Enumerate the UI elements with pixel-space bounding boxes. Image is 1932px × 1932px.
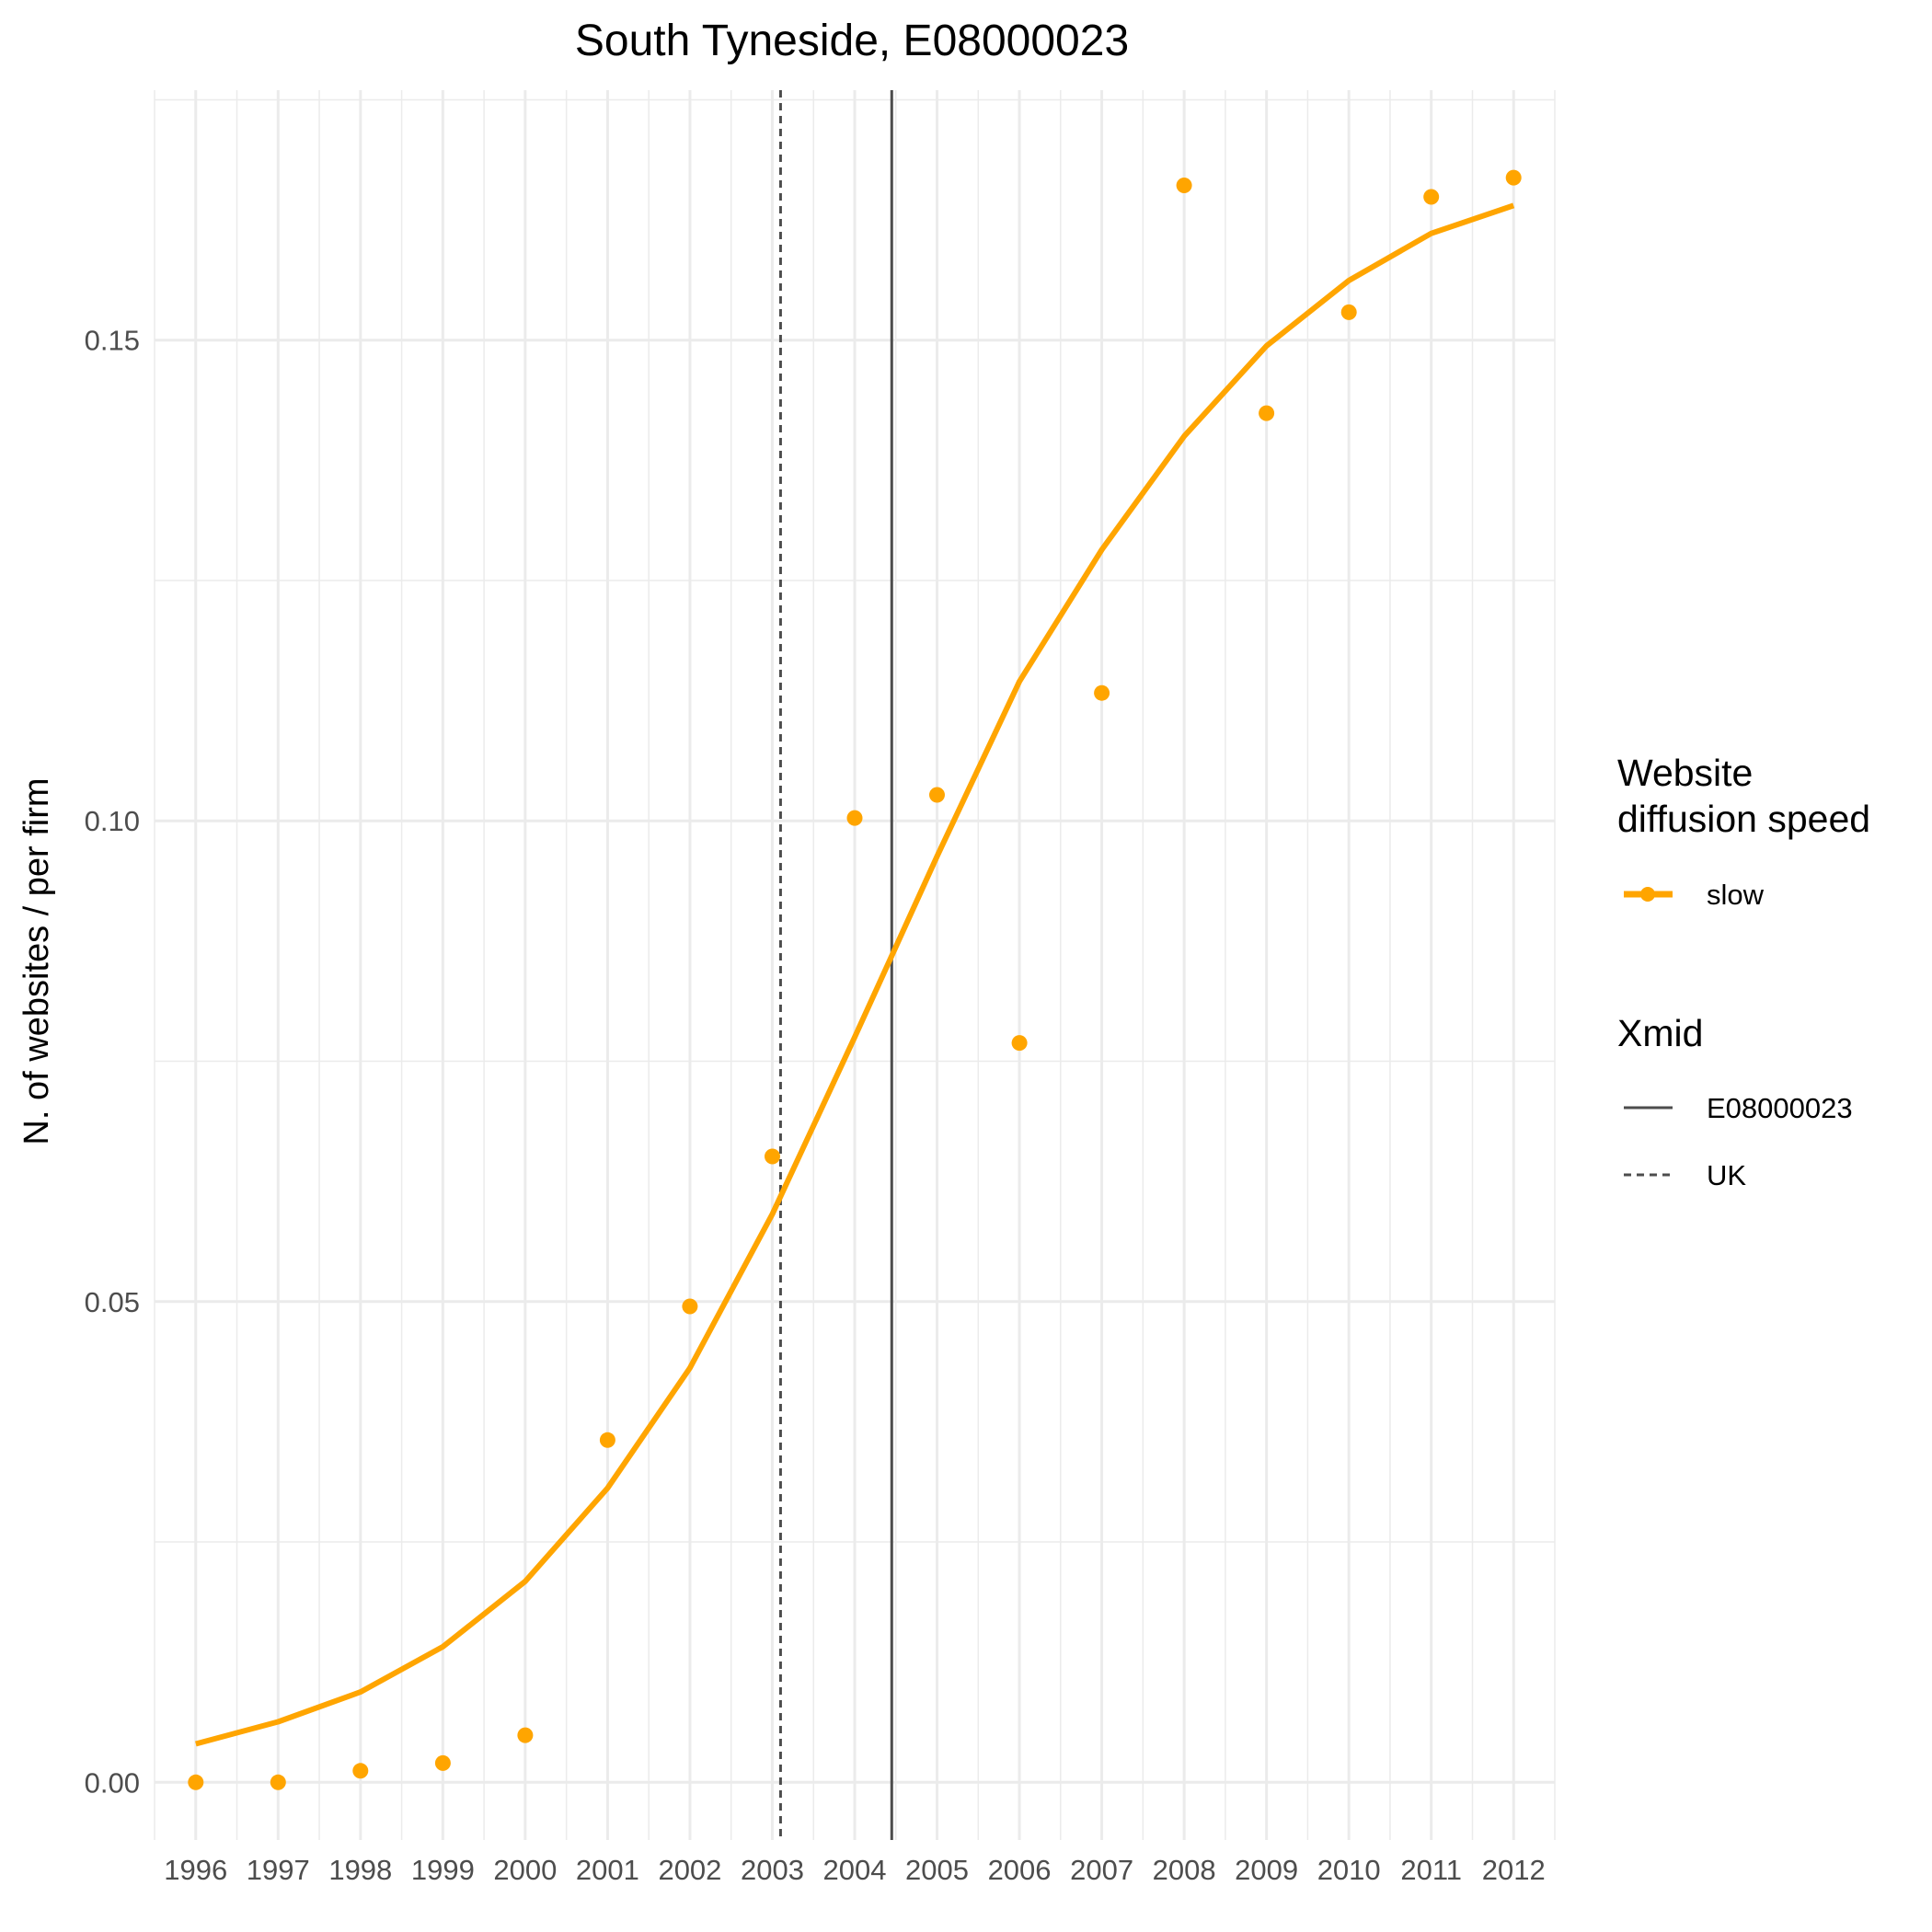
x-tick-label: 1998: [328, 1854, 392, 1886]
x-tick-label: 1996: [164, 1854, 227, 1886]
legend-xmid: Xmid E08000023 UK: [1617, 1012, 1853, 1191]
y-tick-label: 0.00: [85, 1766, 140, 1799]
data-point: [352, 1763, 369, 1779]
y-tick-label: 0.15: [85, 325, 140, 357]
fit-line-slow: [195, 202, 1515, 1747]
y-axis-ticks: 0.00 0.05 0.10 0.15: [85, 325, 140, 1800]
y-tick-label: 0.10: [85, 805, 140, 837]
data-point: [1176, 178, 1192, 193]
data-point: [517, 1727, 534, 1743]
data-series: [188, 169, 1522, 1790]
x-tick-label: 1999: [411, 1854, 475, 1886]
data-point: [682, 1298, 698, 1315]
data-point: [188, 1774, 204, 1790]
x-tick-label: 2011: [1400, 1854, 1462, 1886]
x-tick-label: 2010: [1317, 1854, 1381, 1886]
legend-uk-label: UK: [1707, 1159, 1746, 1191]
x-tick-label: 2012: [1482, 1854, 1546, 1886]
legend-slow-point: [1640, 887, 1655, 902]
legend-slow-label: slow: [1707, 879, 1765, 911]
x-tick-label: 2008: [1153, 1854, 1216, 1886]
x-tick-label: 2007: [1070, 1854, 1133, 1886]
legend-speed: Website diffusion speed slow: [1617, 752, 1870, 911]
x-tick-label: 2003: [741, 1854, 804, 1886]
data-point: [1340, 304, 1357, 320]
x-tick-label: 1997: [247, 1854, 310, 1886]
reference-lines: [778, 90, 893, 1840]
data-point: [599, 1432, 615, 1448]
data-point: [765, 1148, 780, 1165]
data-point: [434, 1754, 451, 1771]
data-point: [1423, 189, 1440, 205]
data-point: [846, 810, 863, 826]
data-point: [270, 1774, 286, 1790]
y-axis-label: N. of websites / per firm: [17, 777, 56, 1144]
x-tick-label: 2001: [576, 1854, 639, 1886]
data-point: [1094, 684, 1110, 701]
data-point: [1259, 405, 1275, 421]
data-point: [929, 787, 945, 803]
x-tick-label: 2004: [823, 1854, 887, 1886]
plot-grid: [154, 90, 1556, 1840]
x-tick-label: 2005: [905, 1854, 969, 1886]
y-tick-label: 0.05: [85, 1286, 140, 1318]
chart-title: South Tyneside, E08000023: [575, 17, 1129, 65]
data-point: [1505, 169, 1522, 186]
x-tick-label: 2002: [658, 1854, 721, 1886]
data-point: [1011, 1035, 1028, 1052]
legend-e08000023-label: E08000023: [1707, 1092, 1853, 1124]
legend-xmid-title: Xmid: [1617, 1012, 1703, 1054]
x-axis-ticks: 1996 1997 1998 1999 2000 2001 2002 2003 2004 2005…: [164, 1854, 1545, 1886]
legend-speed-title-line2: diffusion speed: [1617, 798, 1870, 840]
x-tick-label: 2006: [988, 1854, 1052, 1886]
x-tick-label: 2000: [493, 1854, 557, 1886]
legend-speed-title-line1: Website: [1617, 752, 1753, 794]
x-tick-label: 2009: [1235, 1854, 1298, 1886]
